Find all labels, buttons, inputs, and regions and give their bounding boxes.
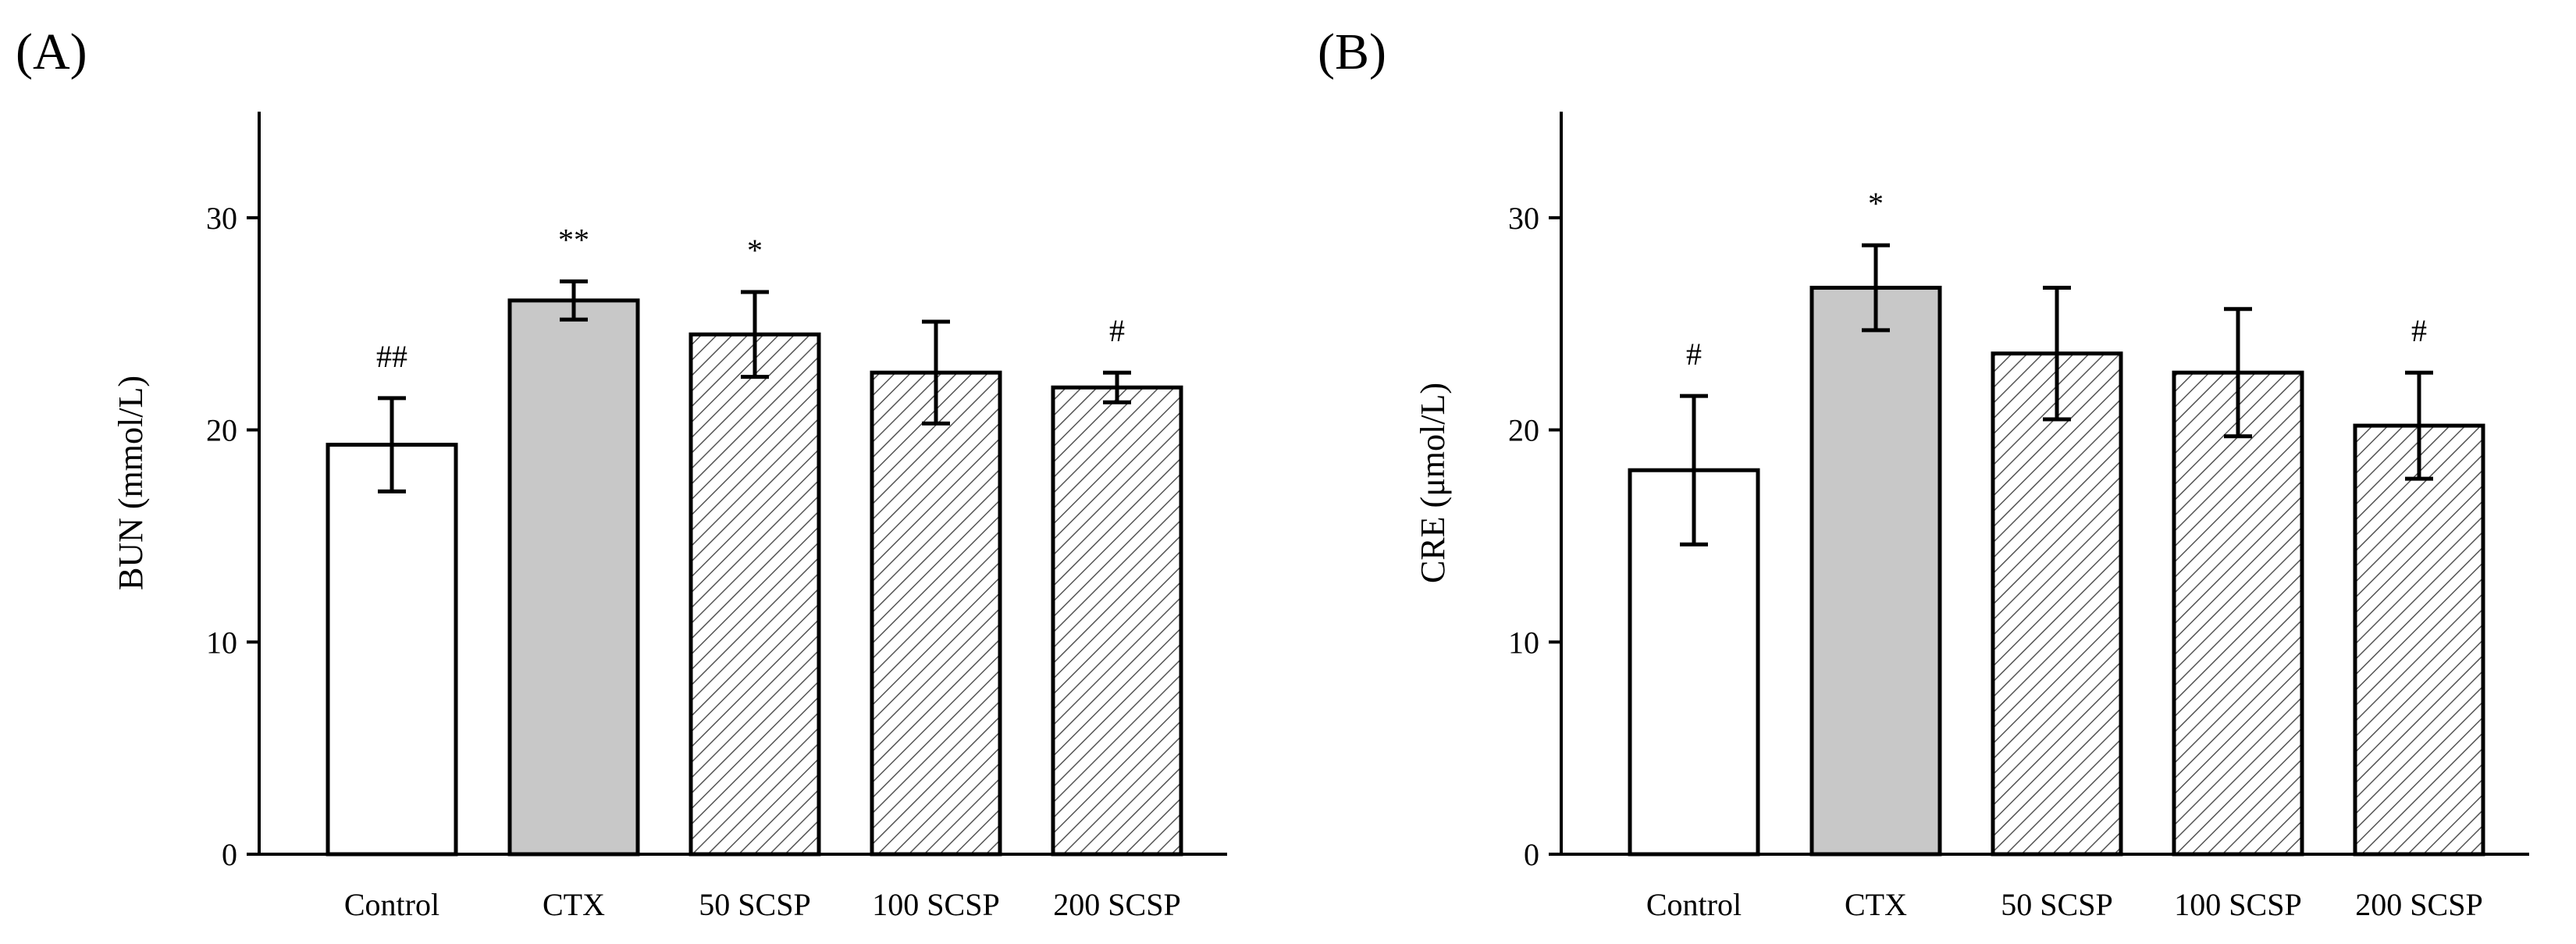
bar-50-scsp bbox=[1991, 351, 2123, 857]
y-tick-label: 20 bbox=[1508, 413, 1539, 448]
y-tick-label: 0 bbox=[1524, 837, 1539, 872]
y-tick-label: 0 bbox=[222, 837, 237, 872]
bar-200-scsp bbox=[2353, 423, 2485, 857]
x-tick-label: 100 SCSP bbox=[872, 887, 999, 922]
error-bar bbox=[922, 319, 950, 426]
x-tick-label: 200 SCSP bbox=[2355, 887, 2482, 922]
error-bar bbox=[1680, 394, 1708, 547]
significance-mark: * bbox=[747, 233, 763, 268]
error-bar bbox=[378, 396, 406, 493]
error-bar bbox=[2224, 307, 2252, 439]
bar-ctx bbox=[507, 298, 640, 857]
significance-mark: ** bbox=[558, 222, 589, 257]
bar-200-scsp bbox=[1051, 385, 1183, 857]
y-tick-label: 20 bbox=[206, 413, 237, 448]
error-bar bbox=[560, 279, 588, 322]
panel-label: (A) bbox=[16, 23, 87, 80]
x-tick-label: 200 SCSP bbox=[1053, 887, 1180, 922]
error-bar bbox=[1862, 243, 1890, 333]
error-bar bbox=[1103, 370, 1131, 404]
x-tick-label: CTX bbox=[543, 887, 605, 922]
significance-mark: ## bbox=[376, 339, 407, 374]
significance-mark: # bbox=[1686, 337, 1702, 372]
x-tick-label: 50 SCSP bbox=[699, 887, 810, 922]
bar-100-scsp bbox=[870, 370, 1002, 857]
x-tick-label: 50 SCSP bbox=[2001, 887, 2112, 922]
y-tick-label: 10 bbox=[1508, 625, 1539, 660]
significance-mark: # bbox=[2411, 313, 2427, 348]
y-axis-title: CRE (μmol/L) bbox=[1414, 383, 1452, 583]
bar-50-scsp bbox=[688, 332, 821, 857]
error-bar bbox=[2405, 370, 2433, 481]
bar-100-scsp bbox=[2172, 370, 2304, 857]
x-tick-label: Control bbox=[1646, 887, 1742, 922]
panel-b: (B) 0 10 20 30 CRE (μmol/L) # Control * CTX 50 SCS… bbox=[1318, 23, 2529, 922]
y-tick-label: 10 bbox=[206, 625, 237, 660]
y-tick-label: 30 bbox=[1508, 201, 1539, 236]
y-axis-title: BUN (mmol/L) bbox=[112, 376, 150, 590]
bar-ctx bbox=[1809, 286, 1942, 857]
x-tick-label: Control bbox=[344, 887, 439, 922]
error-bar bbox=[2043, 286, 2071, 422]
panel-a: (A) 0 10 20 30 BUN (mmol/L) ## Control ** CTX * 50 … bbox=[16, 23, 1227, 922]
significance-mark: * bbox=[1868, 186, 1884, 221]
bar-control bbox=[326, 443, 458, 857]
significance-mark: # bbox=[1109, 313, 1125, 348]
panel-label: (B) bbox=[1318, 23, 1386, 80]
x-tick-label: CTX bbox=[1845, 887, 1907, 922]
x-tick-label: 100 SCSP bbox=[2174, 887, 2301, 922]
y-tick-label: 30 bbox=[206, 201, 237, 236]
error-bar bbox=[741, 290, 769, 379]
